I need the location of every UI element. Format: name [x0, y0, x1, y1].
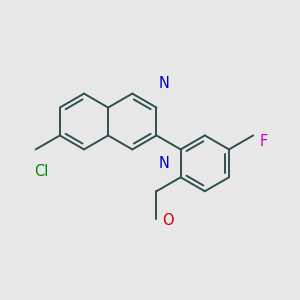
Text: N: N — [159, 156, 170, 171]
Text: Cl: Cl — [34, 164, 49, 178]
Text: F: F — [260, 134, 268, 148]
Text: O: O — [162, 213, 174, 228]
Text: N: N — [159, 76, 170, 92]
